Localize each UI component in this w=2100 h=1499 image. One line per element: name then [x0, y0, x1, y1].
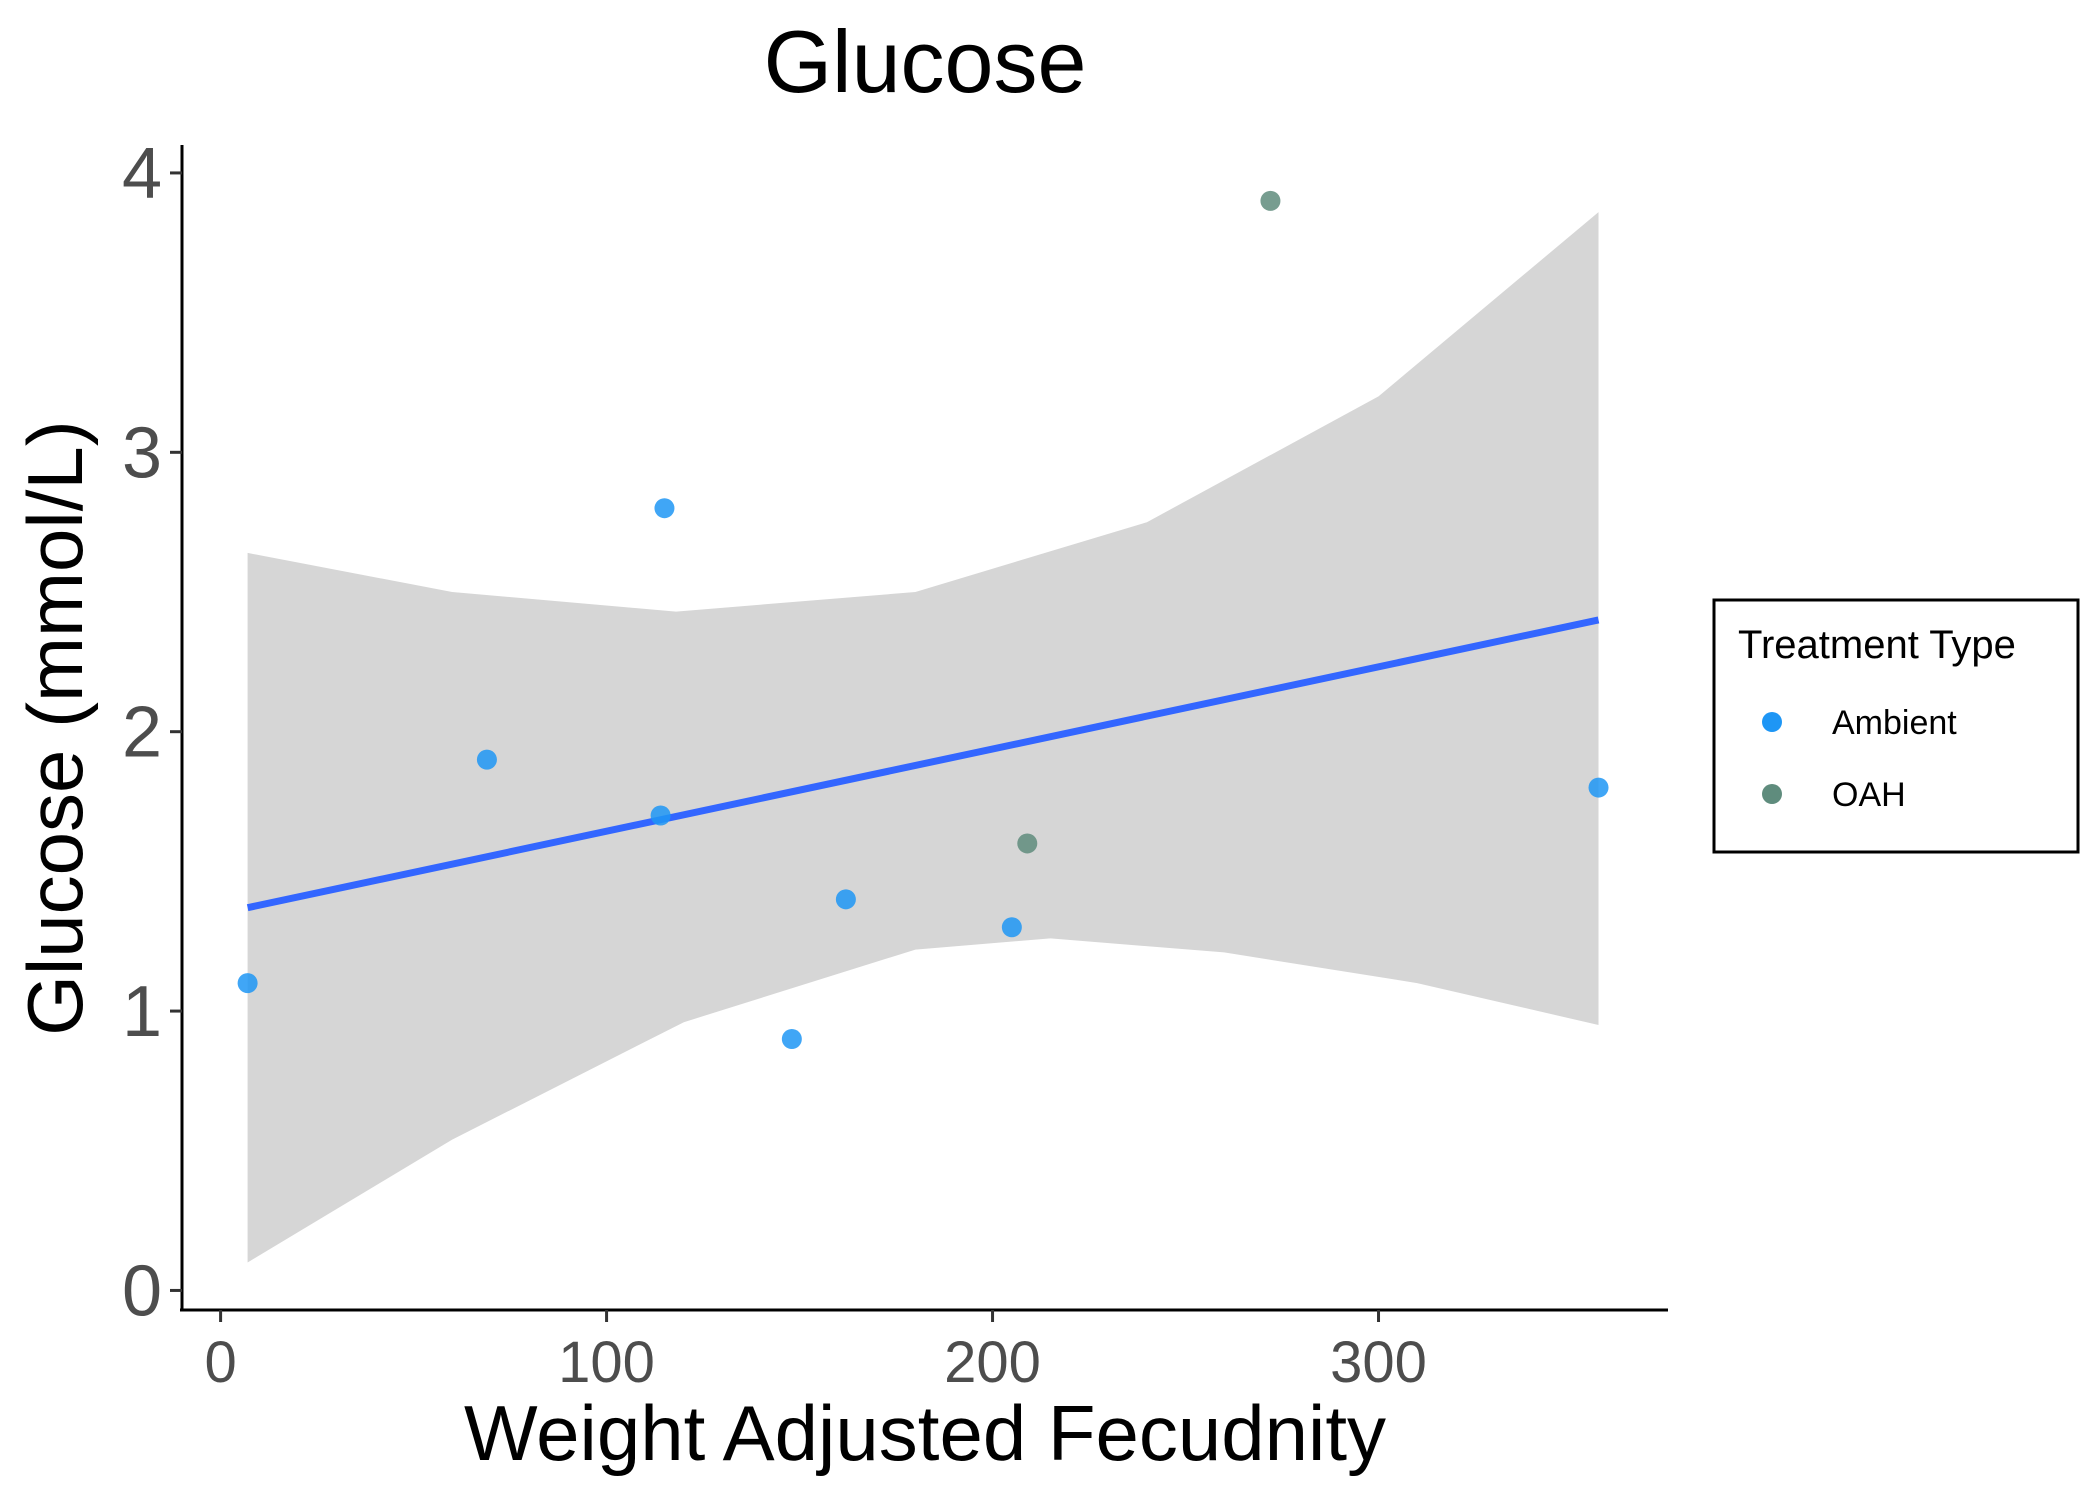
y-tick-label: 0 [122, 1251, 162, 1331]
legend: Treatment Type Ambient OAH [1712, 598, 2080, 854]
data-point-ambient-8 [1588, 777, 1609, 798]
y-tick-label: 1 [122, 972, 162, 1052]
legend-label-oah: OAH [1832, 776, 1906, 814]
x-tick-label: 200 [944, 1330, 1041, 1395]
data-point-oah-1 [1017, 833, 1038, 854]
legend-entries: Ambient OAH [1762, 704, 1957, 814]
data-point-ambient-5 [781, 1029, 802, 1050]
data-point-ambient-1 [237, 973, 258, 994]
legend-title: Treatment Type [1738, 623, 2016, 667]
chart-title: Glucose [764, 12, 1087, 111]
y-tick-label: 4 [122, 134, 162, 214]
x-axis-ticks: 0 100 200 300 [204, 1310, 1427, 1395]
data-point-ambient-7 [1001, 917, 1022, 938]
data-point-ambient-3 [650, 805, 671, 826]
x-axis-title: Weight Adjusted Fecudnity [464, 1389, 1386, 1477]
y-axis-title: Glucose (mmol/L) [11, 420, 99, 1035]
x-tick-label: 300 [1330, 1330, 1427, 1395]
legend-label-ambient: Ambient [1832, 704, 1957, 742]
data-point-oah-2 [1260, 190, 1281, 211]
y-axis-ticks: 0 1 2 3 4 [122, 134, 182, 1331]
x-tick-label: 0 [204, 1330, 236, 1395]
trend-line [246, 616, 1600, 912]
data-point-ambient-2 [476, 749, 497, 770]
legend-key-oah [1762, 784, 1782, 804]
plot-area [237, 190, 1609, 1263]
data-point-ambient-6 [835, 889, 856, 910]
confidence-band [247, 212, 1599, 1263]
y-tick-label: 2 [122, 693, 162, 773]
data-point-ambient-4 [654, 498, 675, 519]
x-tick-label: 100 [558, 1330, 655, 1395]
legend-key-ambient [1762, 712, 1782, 732]
y-tick-label: 3 [122, 413, 162, 493]
